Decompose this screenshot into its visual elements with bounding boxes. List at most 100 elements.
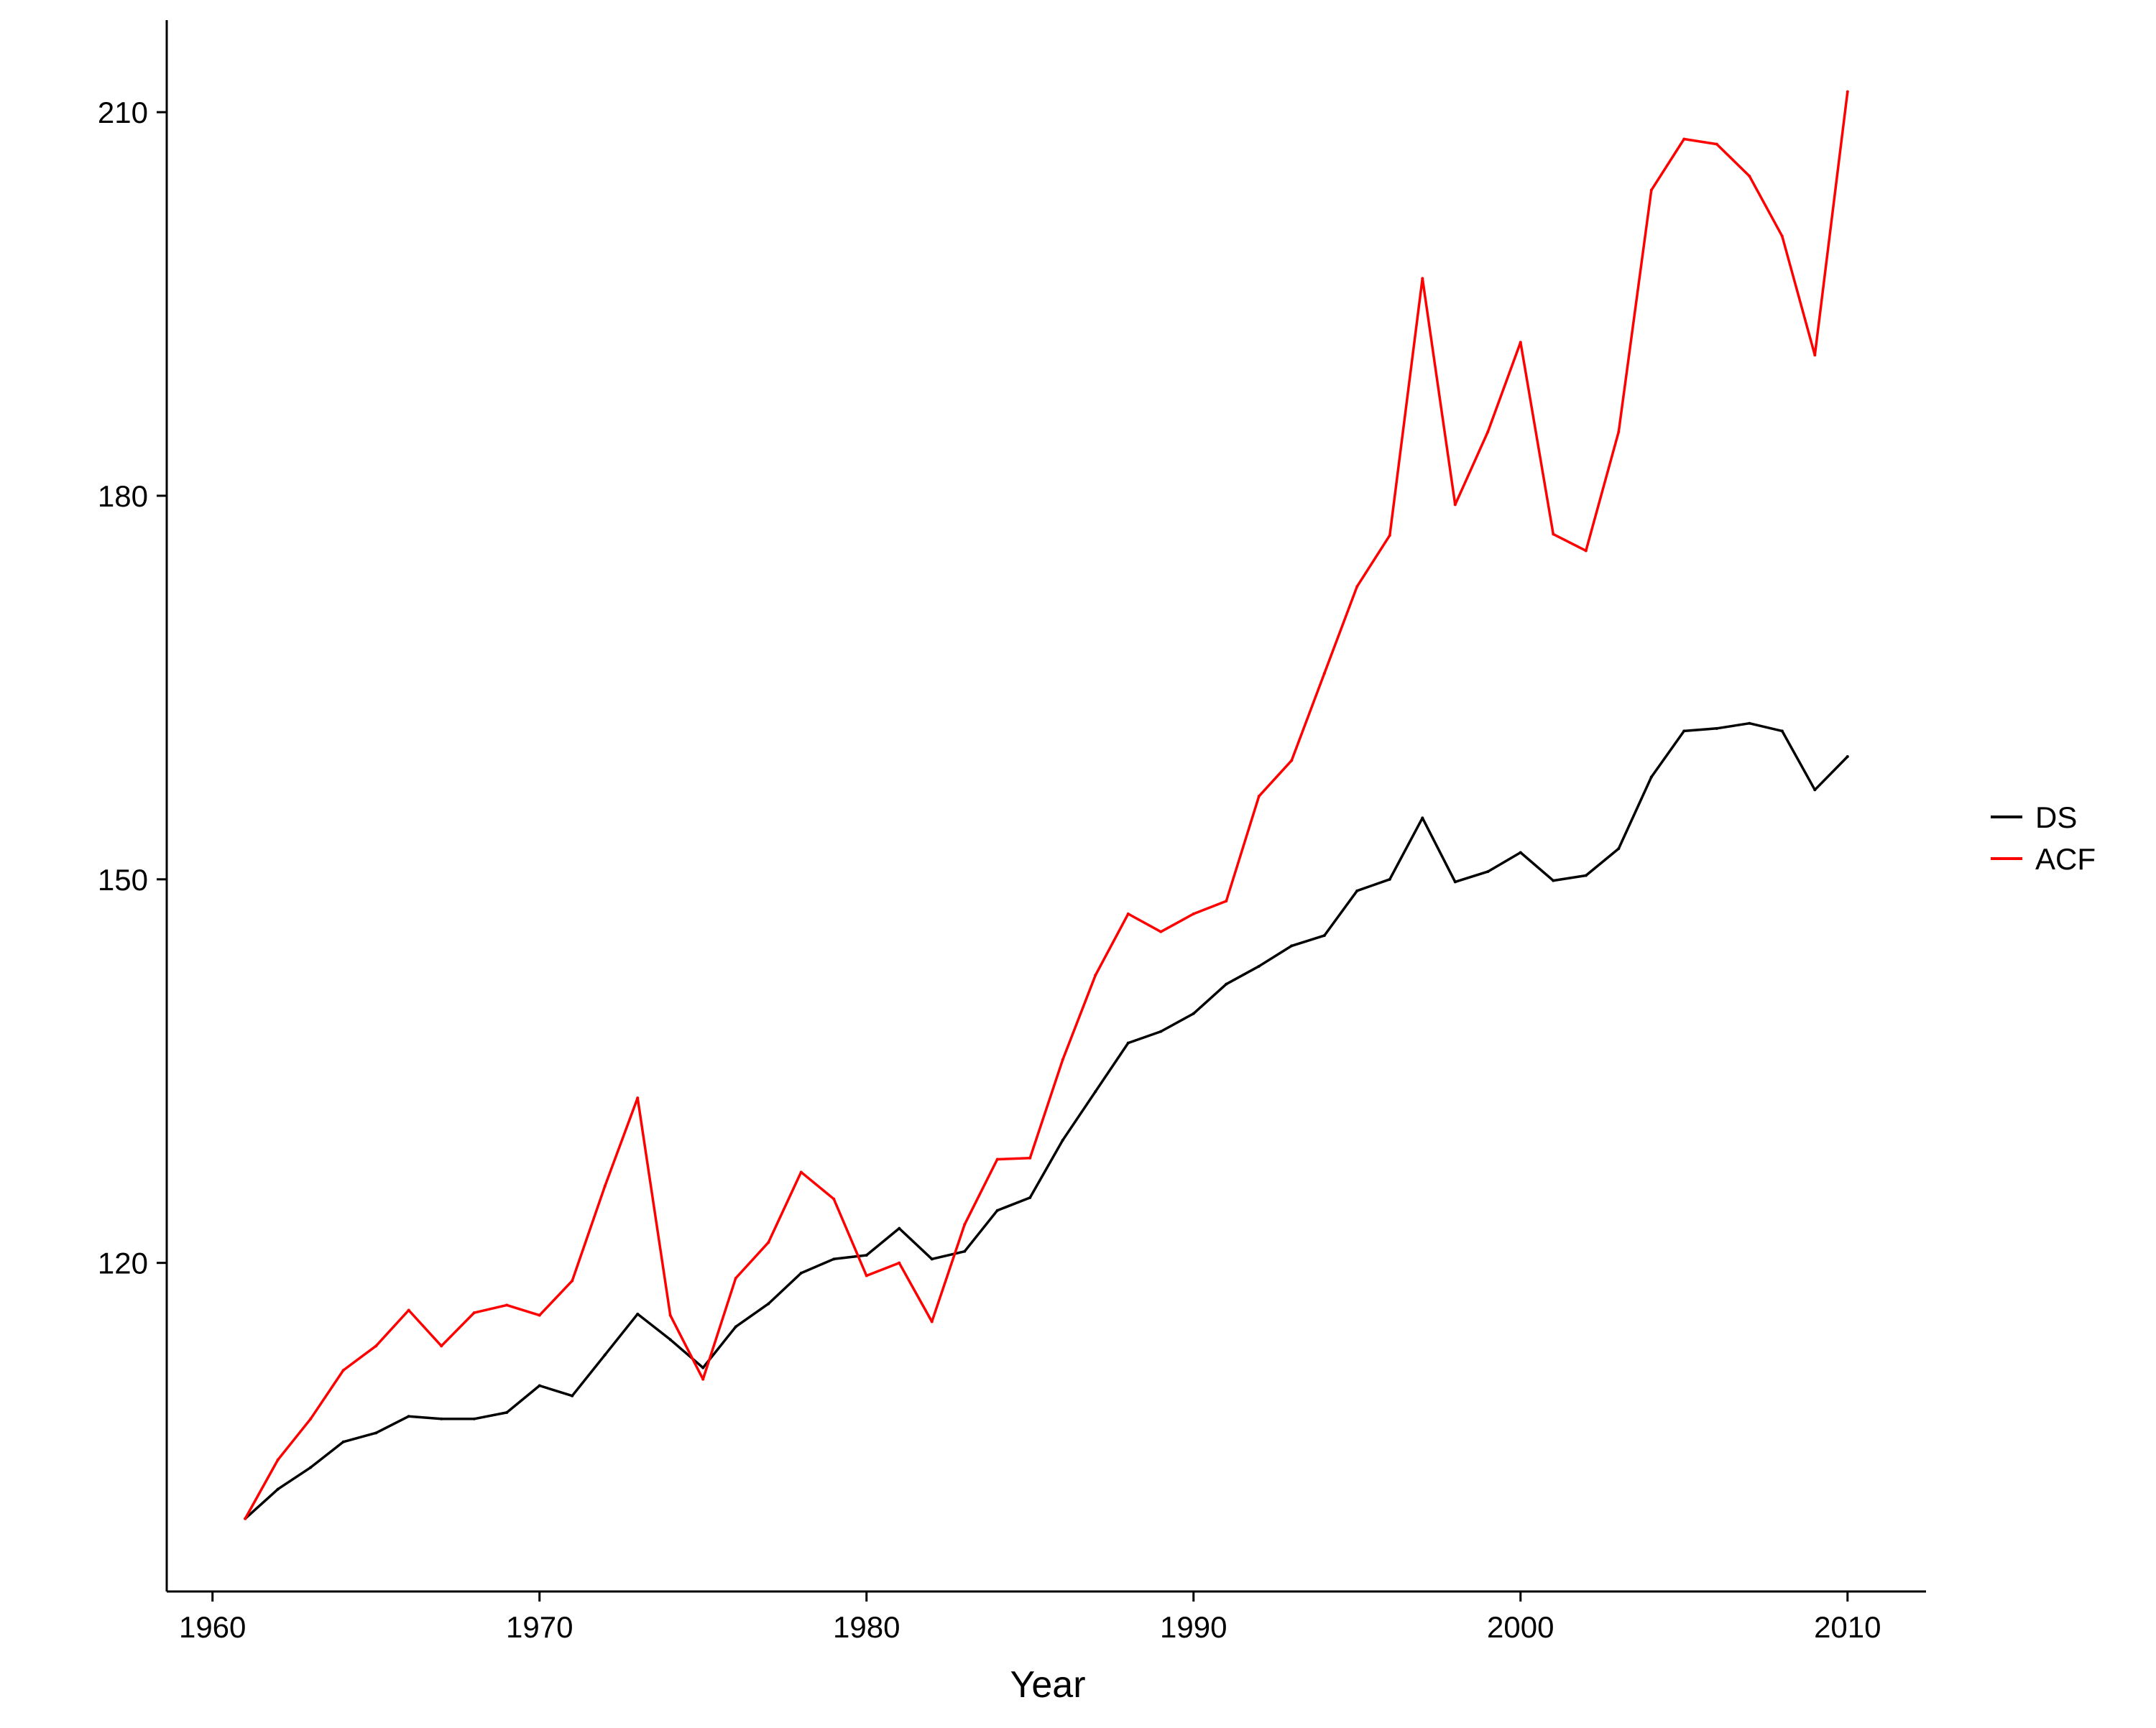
data-point-acf [1584,549,1588,553]
data-point-acf [309,1417,313,1420]
data-point-acf [407,1308,410,1312]
data-point-ds [407,1415,410,1418]
data-point-acf [898,1261,901,1265]
data-point-acf [1519,341,1522,344]
x-tick-label: 2010 [1814,1610,1881,1644]
data-point-acf [276,1458,280,1461]
data-point-ds [995,1209,999,1212]
data-point-ds [1813,788,1817,792]
data-point-acf [1715,142,1718,146]
x-tick-label: 1990 [1160,1610,1227,1644]
data-point-ds [1682,729,1686,733]
data-point-ds [276,1487,280,1491]
data-point-ds [963,1249,967,1253]
data-point-ds [767,1302,770,1306]
data-point-ds [309,1466,313,1469]
data-point-ds [341,1440,345,1443]
data-point-acf [1453,503,1457,507]
data-point-acf [1028,1156,1032,1160]
data-point-acf [1780,234,1784,238]
x-tick-label: 1960 [179,1610,246,1644]
data-point-ds [1388,877,1391,881]
y-tick-label: 180 [98,479,148,513]
data-point-acf [603,1184,607,1188]
data-point-ds [374,1431,378,1435]
axes-layer [165,20,1926,1593]
x-axis-ticks: 1960 1970 1980 1990 2000 2010 [179,1591,1881,1644]
data-point-ds [1192,1012,1195,1015]
series-line-acf [244,91,1849,1520]
data-point-acf [799,1170,803,1174]
data-point-ds [1649,775,1653,779]
data-point-acf [1682,137,1686,141]
y-tick-label: 120 [98,1247,148,1280]
data-point-ds [1126,1041,1130,1045]
data-point-acf [930,1320,934,1323]
data-point-ds [636,1312,640,1316]
data-point-ds [1028,1196,1032,1199]
data-point-ds [1552,879,1555,882]
y-axis-ticks: 120 150 180 210 [98,96,167,1280]
data-point-ds [1486,870,1490,874]
series-layer [244,90,1849,1520]
data-point-acf [1388,534,1391,537]
data-point-acf [1192,912,1195,915]
data-point-acf [1486,430,1490,433]
data-point-acf [701,1377,705,1381]
data-point-acf [1355,585,1359,588]
data-point-acf [1649,188,1653,192]
data-point-acf [1748,175,1751,178]
data-point-ds [1584,874,1588,877]
data-point-ds [1748,721,1751,725]
data-point-acf [1257,795,1261,798]
data-point-acf [1225,900,1228,903]
data-point-acf [963,1223,967,1226]
data-point-acf [734,1277,737,1280]
data-point-acf [865,1274,868,1277]
data-point-ds [1519,851,1522,854]
data-point-acf [1126,912,1130,915]
data-point-acf [668,1313,672,1317]
data-point-acf [505,1303,509,1307]
legend-label-acf: ACF [2035,842,2096,876]
data-point-acf [832,1197,836,1201]
data-point-ds [1453,880,1457,884]
data-point-acf [767,1241,770,1244]
data-point-ds [1225,982,1228,986]
legend: DS ACF [1991,800,2096,876]
data-point-acf [1617,430,1621,433]
data-point-ds [1780,729,1784,733]
data-point-ds [1846,754,1849,758]
x-tick-label: 2000 [1487,1610,1554,1644]
data-point-acf [1846,90,1849,93]
data-point-acf [1813,354,1817,357]
data-point-ds [472,1417,476,1420]
data-point-ds [668,1338,672,1341]
data-point-ds [538,1384,541,1387]
data-point-ds [1715,726,1718,730]
data-point-acf [995,1158,999,1161]
data-point-acf [1061,1058,1064,1061]
data-point-ds [865,1253,868,1257]
data-point-acf [374,1344,378,1348]
data-point-ds [440,1417,443,1420]
data-point-acf [1094,974,1097,977]
data-point-acf [1552,532,1555,536]
data-point-ds [1355,889,1359,892]
data-point-acf [1322,672,1326,675]
y-tick-label: 210 [98,96,148,129]
data-point-acf [1421,277,1424,280]
data-point-acf [1290,759,1294,762]
data-point-ds [1061,1138,1064,1142]
data-point-ds [734,1325,737,1329]
x-tick-label: 1980 [833,1610,900,1644]
data-point-ds [799,1271,803,1275]
data-point-acf [244,1517,247,1520]
data-point-acf [472,1311,476,1315]
y-tick-label: 150 [98,863,148,897]
x-tick-label: 1970 [506,1610,573,1644]
data-point-acf [341,1369,345,1372]
data-point-ds [1322,934,1326,938]
